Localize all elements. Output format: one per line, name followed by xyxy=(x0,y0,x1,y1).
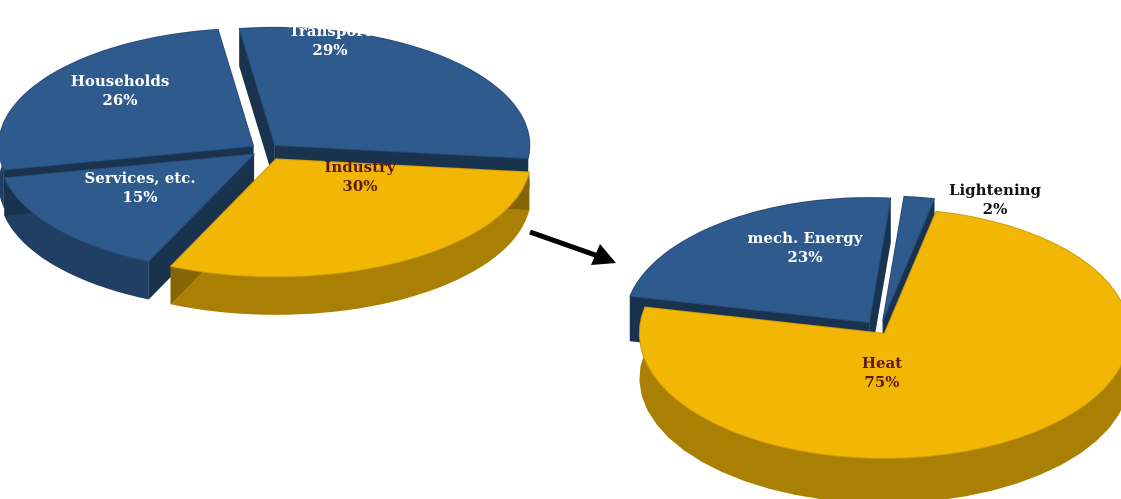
slice-value-transport: 29% xyxy=(312,41,347,59)
pie-slice-lightening xyxy=(882,195,936,322)
pie-slice-heat xyxy=(638,210,1121,459)
slice-value-households: 26% xyxy=(102,91,137,109)
slice-label-industry: Industry xyxy=(324,158,397,176)
slice-label-households: Households xyxy=(71,72,170,90)
slice-label-heat: Heat xyxy=(862,354,902,372)
slice-side-industry xyxy=(170,172,530,315)
slice-label-services-etc: Services, etc. xyxy=(84,169,195,187)
arrow-connector xyxy=(529,229,616,265)
slice-value-mech-energy: 23% xyxy=(787,248,822,266)
slice-label-transport: Transport xyxy=(289,22,371,40)
slice-side-services-etc xyxy=(4,177,149,300)
arrow-shaft xyxy=(529,229,599,259)
pie-slice-industry xyxy=(169,158,530,278)
slice-value-industry: 30% xyxy=(342,177,377,195)
pie-slice-households xyxy=(0,28,255,171)
slice-value-lightening: 2% xyxy=(983,200,1008,218)
slice-label-mech-energy: mech. Energy xyxy=(748,229,864,247)
pie-slice-services-etc xyxy=(3,153,256,263)
arrow-head-icon xyxy=(591,244,616,265)
slice-label-lightening: Lightening xyxy=(949,181,1042,199)
pie-slice-mech-energy xyxy=(629,197,892,324)
slice-value-services-etc: 15% xyxy=(122,188,157,206)
pie-slice-transport xyxy=(238,26,531,160)
slice-value-heat: 75% xyxy=(864,373,899,391)
slice-cut-transport-0 xyxy=(239,28,275,184)
slice-cut-mech-energy-1 xyxy=(869,198,891,368)
